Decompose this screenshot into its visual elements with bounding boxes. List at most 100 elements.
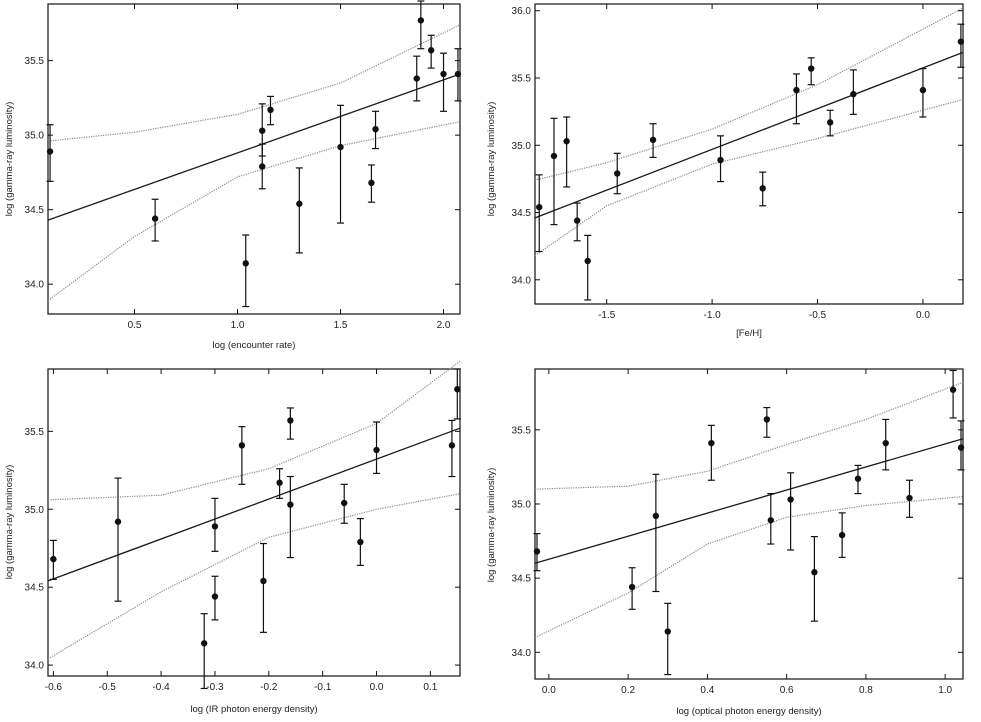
data-point (373, 421, 381, 475)
data-points (535, 23, 965, 301)
data-point (367, 164, 375, 203)
data-point (372, 110, 380, 150)
data-point (613, 152, 621, 195)
x-tick-label: 0.6 (780, 685, 794, 696)
data-points (533, 369, 965, 676)
regression-line (47, 73, 461, 221)
plot-frame (47, 3, 461, 315)
confidence-band (47, 360, 461, 660)
y-tick-label: 35.0 (25, 505, 45, 516)
data-point-marker (811, 569, 818, 576)
x-tick-label: 0.2 (621, 685, 635, 696)
y-axis-ticks: 34.0 34.5 35.0 35.5 (25, 56, 460, 291)
x-tick-label: 0.8 (859, 685, 873, 696)
data-point (649, 123, 657, 158)
data-point-marker (628, 583, 636, 591)
data-point-marker (211, 593, 219, 600)
y-tick-label: 35.5 (25, 56, 45, 67)
y-tick-label: 35.0 (512, 499, 532, 510)
data-point-marker (238, 442, 246, 449)
data-point (49, 539, 57, 580)
confidence-band-lower (47, 493, 461, 660)
data-point (295, 167, 303, 254)
data-point-marker (46, 148, 54, 155)
y-tick-label: 35.5 (512, 73, 532, 84)
data-points (49, 368, 461, 690)
confidence-band-upper (47, 360, 461, 501)
y-tick-label: 34.5 (512, 574, 532, 585)
data-point-marker (368, 179, 375, 187)
data-point (792, 73, 800, 125)
x-axis-ticks: -1.5 -1.0 -0.5 0.0 (598, 4, 930, 321)
fit-line (47, 427, 461, 582)
data-point-marker (850, 90, 857, 98)
data-point-marker (793, 86, 800, 94)
fit-line (534, 438, 964, 564)
y-tick-label: 34.0 (25, 661, 45, 672)
data-point (563, 116, 571, 188)
data-point-marker (652, 512, 660, 520)
data-point (151, 198, 159, 242)
data-point-marker (957, 38, 965, 45)
data-point (276, 468, 284, 499)
x-axis-ticks: 0.0 0.2 0.4 0.6 0.8 1.0 (542, 369, 953, 696)
data-point-marker (114, 518, 122, 525)
regression-line (534, 438, 964, 564)
data-point (882, 418, 890, 471)
y-tick-label: 35.0 (25, 131, 45, 142)
data-point (949, 369, 957, 419)
panel-ir-photon-density: -0.6 -0.5 -0.4 -0.3 -0.2 -0.1 0.0 0.1 34.034.53… (4, 360, 461, 715)
data-point (114, 477, 122, 602)
data-point-marker (413, 75, 420, 82)
data-point (906, 479, 913, 518)
data-point (717, 135, 725, 183)
x-axis-ticks: -0.6 -0.5 -0.4 -0.3 -0.2 -0.1 0.0 0.1 (45, 369, 438, 693)
data-point (453, 368, 461, 420)
fit-line (534, 51, 964, 219)
x-tick-label: 0.0 (542, 685, 556, 696)
data-point-marker (242, 260, 249, 267)
data-point-marker (50, 555, 57, 563)
data-point (211, 575, 219, 621)
x-tick-label: 0.4 (700, 685, 714, 696)
confidence-band-upper (534, 7, 964, 181)
data-point-marker (357, 538, 364, 546)
data-point-marker (649, 136, 657, 144)
x-tick-label: 1.0 (938, 685, 952, 696)
data-point-marker (211, 523, 219, 530)
data-point (286, 475, 294, 559)
data-point-marker (276, 479, 283, 486)
y-tick-label: 34.5 (25, 205, 45, 216)
confidence-band (47, 24, 461, 302)
data-point-marker (767, 517, 774, 524)
data-point-marker (708, 439, 715, 447)
x-tick-label: 0.0 (916, 310, 930, 321)
data-point-marker (260, 577, 267, 585)
data-point (957, 420, 965, 471)
data-point-marker (949, 386, 957, 393)
confidence-band (534, 7, 964, 257)
y-axis-title: log (gamma-ray luminosity) (4, 465, 15, 580)
fit-line (47, 73, 461, 221)
data-point-marker (906, 494, 913, 502)
data-point-marker (533, 548, 541, 555)
data-point (286, 407, 294, 440)
data-point-marker (259, 127, 266, 134)
y-tick-label: 34.5 (512, 208, 532, 219)
y-tick-label: 34.0 (512, 648, 532, 659)
data-point (787, 472, 795, 551)
y-axis-ticks: 34.0 34.5 35.0 35.5 (512, 425, 963, 659)
data-point-marker (919, 86, 927, 94)
data-point-marker (763, 416, 771, 423)
y-tick-label: 35.5 (25, 427, 45, 438)
x-axis-title: log (optical photon energy density) (676, 706, 821, 717)
x-tick-label: -0.2 (260, 682, 278, 693)
panel-encounter-rate: 0.5 1.0 1.5 2.0 34.0 34.5 35.0 35.5 log (encou… (4, 0, 462, 351)
data-point (807, 57, 815, 86)
data-point (340, 483, 348, 524)
confidence-band-upper (47, 24, 461, 142)
data-point-marker (838, 531, 846, 539)
data-point (664, 602, 672, 676)
data-point (957, 23, 965, 68)
confidence-band-upper (534, 381, 964, 490)
